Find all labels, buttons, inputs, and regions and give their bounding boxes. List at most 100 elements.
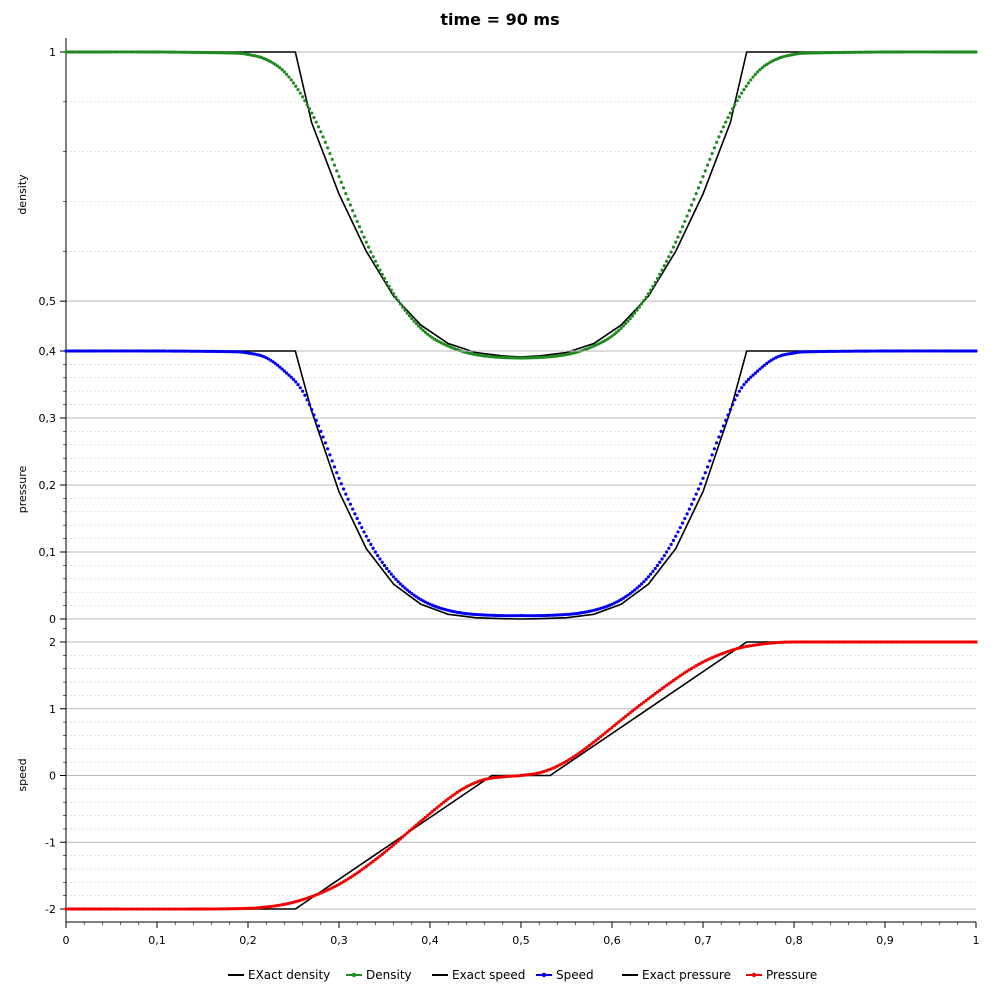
point-speed (221, 349, 225, 354)
point-pressure (184, 907, 189, 911)
point-speed (883, 349, 887, 353)
point-density (84, 50, 89, 54)
point-speed (410, 591, 414, 596)
point-pressure (210, 907, 214, 911)
point-speed (960, 349, 964, 353)
point-density (897, 50, 901, 54)
point-pressure (653, 692, 657, 696)
point-speed (872, 349, 876, 353)
point-density (398, 302, 403, 306)
point-pressure (815, 640, 819, 644)
legend-marker (541, 972, 547, 978)
point-pressure (419, 819, 423, 823)
point-speed (392, 575, 396, 579)
point-pressure (612, 724, 616, 728)
point-density (521, 356, 525, 360)
point-density (890, 50, 894, 54)
point-speed (212, 349, 216, 354)
point-speed (478, 613, 482, 617)
y-tick-label: -2 (45, 903, 56, 916)
point-density (696, 186, 701, 190)
point-speed (528, 614, 532, 618)
point-speed (690, 502, 694, 506)
point-speed (658, 560, 662, 564)
point-density (332, 163, 337, 167)
legend-entry-speed: Speed (536, 968, 594, 982)
point-density (858, 50, 862, 54)
point-density (501, 355, 505, 360)
point-density (542, 355, 546, 359)
point-speed (103, 349, 107, 353)
point-speed (157, 349, 161, 353)
panel-speed: 2 1 0 -1 -2 speed (16, 628, 978, 922)
point-speed (112, 349, 116, 353)
point-density (908, 50, 912, 54)
point-speed (396, 580, 400, 584)
point-density (840, 50, 844, 55)
point-speed (733, 398, 737, 402)
point-speed (269, 358, 273, 362)
point-speed (562, 613, 566, 617)
point-density (223, 51, 227, 55)
point-speed (710, 453, 714, 457)
point-speed (887, 349, 892, 353)
point-density (719, 130, 723, 134)
point-speed (89, 349, 93, 353)
point-pressure (119, 907, 123, 911)
point-speed (194, 349, 198, 353)
point-pressure (512, 774, 516, 778)
point-speed (847, 349, 851, 353)
point-speed (760, 365, 764, 369)
point-speed (903, 349, 908, 353)
point-density (426, 332, 430, 336)
point-density (194, 50, 198, 54)
point-speed (166, 349, 170, 353)
point-density (821, 51, 826, 55)
point-pressure (344, 878, 348, 882)
point-speed (323, 441, 327, 445)
point-speed (351, 507, 355, 511)
point-speed (876, 349, 880, 353)
point-density (228, 51, 232, 55)
point-density (708, 157, 712, 161)
point-density (298, 91, 302, 95)
point-speed (162, 349, 166, 353)
point-pressure (894, 640, 898, 644)
point-density (621, 324, 625, 328)
legend-label: Exact speed (452, 968, 525, 982)
point-density (867, 50, 871, 54)
point-speed (551, 613, 555, 617)
point-pressure (369, 861, 373, 865)
point-density (751, 75, 755, 79)
point-density (849, 50, 853, 54)
point-density (305, 103, 309, 107)
point-pressure (503, 775, 507, 779)
point-speed (881, 349, 885, 353)
point-speed (175, 349, 180, 353)
point-speed (357, 521, 362, 525)
point-speed (628, 591, 632, 596)
point-speed (965, 349, 969, 353)
point-speed (621, 596, 625, 600)
point-pressure (908, 640, 912, 644)
point-speed (355, 516, 359, 521)
point-density (926, 50, 930, 54)
point-density (407, 314, 412, 318)
point-speed (705, 465, 710, 469)
point-speed (485, 613, 489, 617)
point-speed (289, 375, 293, 379)
point-density (537, 355, 541, 360)
point-speed (298, 386, 302, 390)
point-pressure (166, 907, 170, 911)
point-speed (66, 349, 70, 353)
point-pressure (571, 755, 575, 759)
y-tick-label: 0 (49, 770, 56, 783)
point-pressure (919, 640, 924, 644)
point-density (100, 50, 104, 54)
point-pressure (423, 815, 428, 819)
point-density (819, 51, 823, 55)
point-speed (407, 590, 412, 594)
point-speed (683, 516, 687, 521)
point-pressure (649, 695, 653, 699)
point-speed (744, 380, 748, 384)
